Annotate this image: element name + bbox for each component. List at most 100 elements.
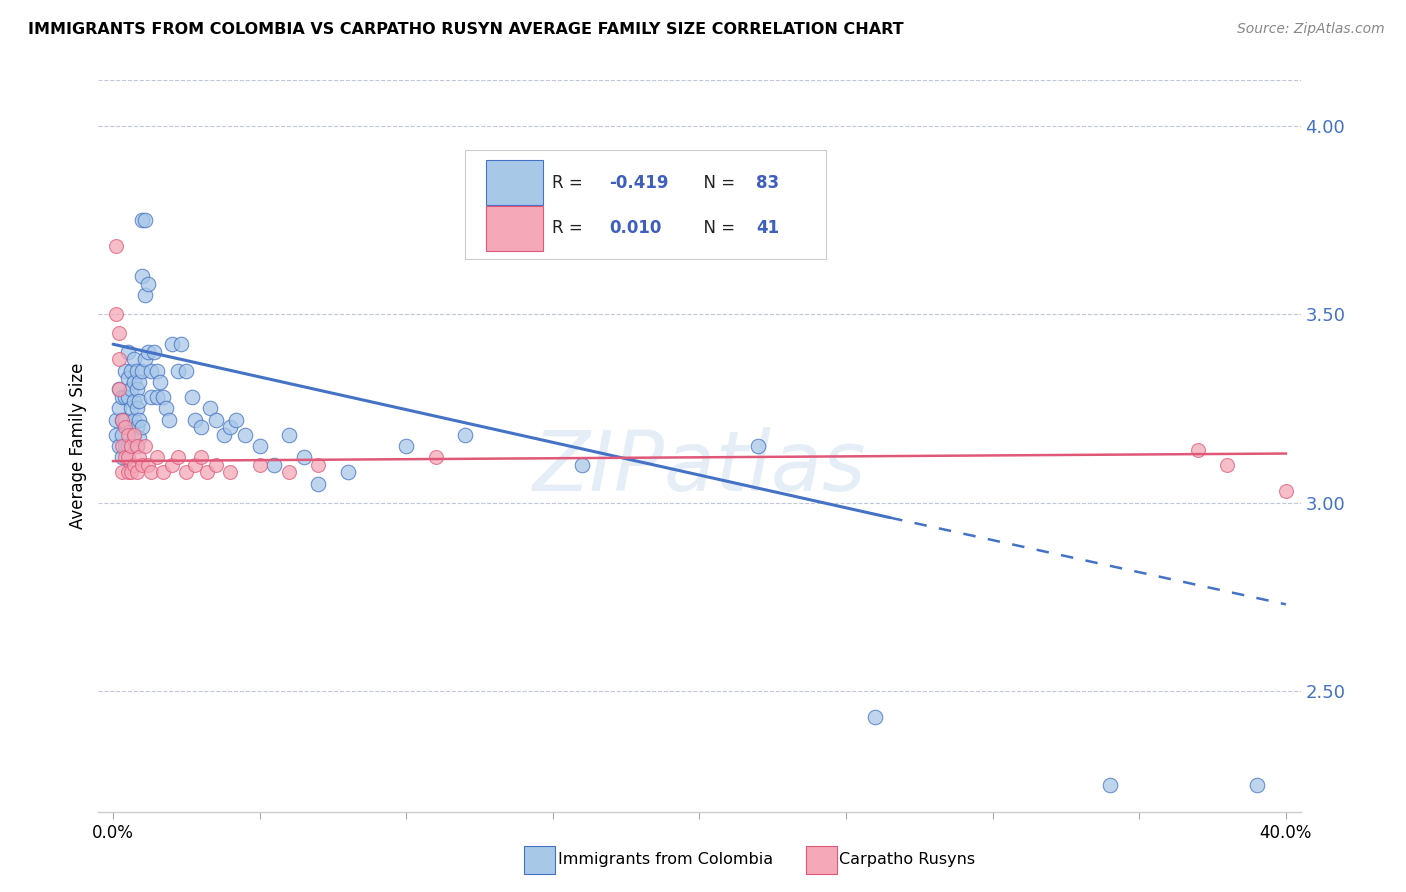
Point <box>128 393 150 408</box>
Point <box>117 420 139 434</box>
Point <box>1246 778 1268 792</box>
Point <box>198 401 221 416</box>
Point <box>134 352 156 367</box>
Point <box>307 458 329 472</box>
Point <box>125 466 148 480</box>
Point <box>128 450 150 465</box>
Point <box>105 239 128 253</box>
Point <box>219 466 242 480</box>
Point <box>141 390 163 404</box>
Point <box>278 427 301 442</box>
Point <box>136 458 159 472</box>
Text: 83: 83 <box>756 174 779 192</box>
Point <box>117 390 139 404</box>
Point <box>125 420 148 434</box>
Point <box>1187 442 1209 457</box>
Point <box>143 344 166 359</box>
Text: N =: N = <box>693 174 741 192</box>
Point <box>190 420 212 434</box>
Text: Carpatho Rusyns: Carpatho Rusyns <box>839 853 976 867</box>
Point <box>122 458 145 472</box>
Point <box>166 363 188 377</box>
FancyBboxPatch shape <box>485 206 543 251</box>
Point <box>120 439 142 453</box>
Point <box>149 375 172 389</box>
Point <box>108 326 131 340</box>
Point <box>146 450 169 465</box>
Text: -0.419: -0.419 <box>609 174 669 192</box>
Point <box>122 432 145 446</box>
Point <box>225 412 247 426</box>
Point <box>111 390 134 404</box>
Point <box>131 363 153 377</box>
Point <box>131 212 153 227</box>
Point <box>233 427 256 442</box>
Point <box>195 466 218 480</box>
Point <box>111 412 134 426</box>
Point <box>114 439 136 453</box>
Point <box>141 466 163 480</box>
Point <box>122 412 145 426</box>
Point <box>141 363 163 377</box>
Point <box>307 476 329 491</box>
Y-axis label: Average Family Size: Average Family Size <box>69 363 87 529</box>
Point <box>136 344 159 359</box>
Point <box>128 412 150 426</box>
Point <box>249 439 271 453</box>
Text: Immigrants from Colombia: Immigrants from Colombia <box>558 853 773 867</box>
Point <box>152 390 174 404</box>
Point <box>120 420 142 434</box>
Point <box>122 427 145 442</box>
Point <box>117 344 139 359</box>
Point <box>125 439 148 453</box>
Point <box>131 269 153 284</box>
Point <box>157 412 180 426</box>
Point <box>131 420 153 434</box>
Point <box>122 375 145 389</box>
Point <box>120 466 142 480</box>
Point <box>120 363 142 377</box>
Point <box>120 383 142 397</box>
Point <box>571 458 593 472</box>
Point <box>263 458 285 472</box>
Point <box>114 412 136 426</box>
Point <box>114 363 136 377</box>
Point <box>166 450 188 465</box>
FancyBboxPatch shape <box>485 160 543 205</box>
Point <box>122 393 145 408</box>
Point <box>146 363 169 377</box>
Point <box>108 352 131 367</box>
Point <box>214 427 236 442</box>
Point <box>120 439 142 453</box>
Point <box>134 439 156 453</box>
Point <box>108 383 131 397</box>
Point <box>292 450 315 465</box>
Text: Source: ZipAtlas.com: Source: ZipAtlas.com <box>1237 22 1385 37</box>
Point <box>865 710 887 724</box>
Point <box>120 458 142 472</box>
Point <box>111 412 134 426</box>
Point <box>1098 778 1121 792</box>
Point <box>125 383 148 397</box>
Point <box>1216 458 1239 472</box>
Point <box>278 466 301 480</box>
Point <box>134 288 156 302</box>
Point <box>128 375 150 389</box>
Point <box>128 432 150 446</box>
Point <box>136 277 159 291</box>
Point <box>114 420 136 434</box>
Point <box>125 439 148 453</box>
Text: ZIPatlas: ZIPatlas <box>533 427 866 508</box>
Point <box>108 401 131 416</box>
Text: 0.010: 0.010 <box>609 219 662 237</box>
Point <box>395 439 418 453</box>
Point <box>204 458 226 472</box>
Text: R =: R = <box>551 219 588 237</box>
Point <box>125 401 148 416</box>
Point <box>108 383 131 397</box>
Point <box>219 420 242 434</box>
Point <box>111 427 134 442</box>
Point <box>131 458 153 472</box>
Point <box>117 450 139 465</box>
Point <box>117 371 139 385</box>
